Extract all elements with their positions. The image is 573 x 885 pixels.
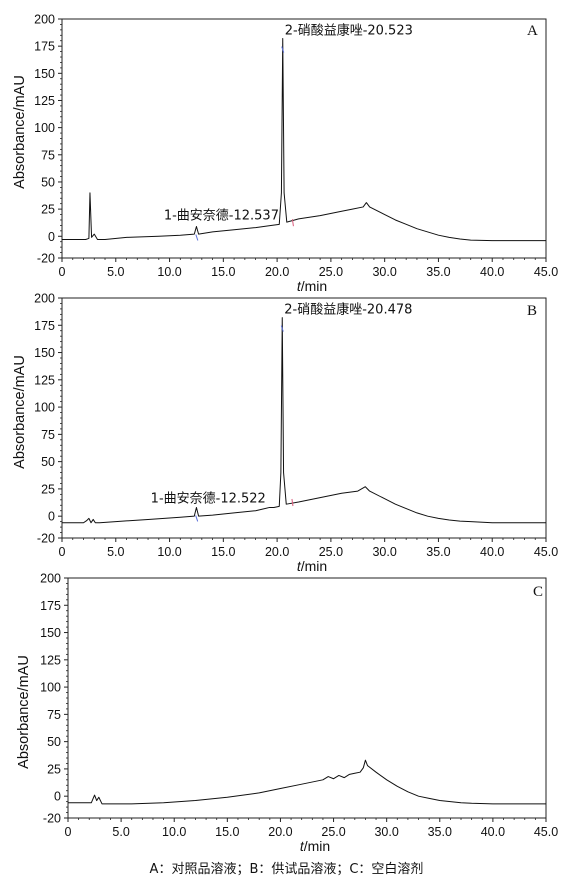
y-tick-label: 25 [41,203,55,217]
y-tick-label: 125 [34,94,55,108]
y-tick-label: 175 [34,40,55,54]
x-axis-label: t/min [300,838,330,854]
y-tick-label: 25 [47,762,61,776]
figure-caption: A：对照品溶液；B：供试品溶液；C：空白溶剂 [149,862,424,877]
x-tick-label: 45.0 [534,545,558,559]
peak-end-marker [291,498,294,507]
y-axis-label: Absorbance/mAU [16,655,32,769]
y-tick-label: 100 [34,401,55,415]
peak-label: 1-曲安奈德-12.522 [151,491,266,506]
x-tick-label: 30.0 [372,545,396,559]
peak-end-marker [291,219,294,227]
chromatogram-trace [68,759,546,805]
y-tick-label: 50 [41,175,55,189]
x-tick-label: 35.0 [426,545,450,559]
chart-panel-c: 200 175 150 125 100 75 50 25 0 -20 0 5.0 10.0 15.0 20.… [16,572,558,855]
peak-label: 2-硝酸益康唑-20.478 [284,302,412,318]
peak-start-marker [195,515,199,522]
x-tick-label: 0 [59,265,66,279]
x-tick-label: 25.0 [319,545,343,559]
y-tick-label: 75 [41,148,55,162]
panel-letter: C [533,584,543,600]
panel-letter: B [527,303,537,319]
y-tick-label: 100 [34,121,55,135]
x-tick-label: 40.0 [480,545,504,559]
y-tick-label: -20 [37,252,55,266]
x-tick-label: 40.0 [480,265,504,279]
x-tick-label: 25.0 [319,265,343,279]
x-tick-label: 25.0 [321,825,345,839]
chromatogram-trace [62,38,546,242]
y-tick-label: -20 [43,812,61,826]
x-tick-label: 15.0 [211,545,235,559]
y-tick-label: 0 [54,790,61,804]
x-tick-label: 35.0 [428,825,452,839]
peak-label: 1-曲安奈德-12.537 [164,208,279,223]
y-tick-label: 175 [34,319,55,333]
y-tick-label: 25 [41,482,55,496]
plot-frame [61,297,547,539]
x-tick-label: 15.0 [215,825,239,839]
x-tick-label: 5.0 [107,265,124,279]
y-axis-label: Absorbance/mAU [12,355,28,469]
y-tick-label: 150 [34,346,55,360]
x-axis-label: t/min [297,278,327,294]
chromatogram-trace [62,317,546,524]
y-tick-label: 200 [34,292,55,306]
y-tick-label: 200 [34,13,55,27]
x-tick-label: 15.0 [211,265,235,279]
y-tick-label: -20 [37,532,55,546]
y-tick-label: 125 [40,653,61,667]
x-tick-label: 20.0 [268,825,292,839]
y-tick-label: 0 [48,510,55,524]
plot-frame [61,18,547,259]
y-tick-label: 150 [40,626,61,640]
x-tick-label: 0 [59,545,66,559]
x-tick-label: 10.0 [162,825,186,839]
x-tick-label: 20.0 [265,545,289,559]
peak-start-marker [281,46,285,53]
x-tick-label: 30.0 [374,825,398,839]
x-tick-label: 30.0 [372,265,396,279]
x-tick-label: 0 [65,825,72,839]
x-tick-label: 45.0 [534,265,558,279]
x-axis-label: t/min [297,558,327,574]
y-tick-label: 150 [34,67,55,81]
y-tick-label: 75 [41,428,55,442]
x-tick-label: 10.0 [157,545,181,559]
x-tick-label: 10.0 [157,265,181,279]
x-tick-label: 35.0 [426,265,450,279]
peak-label: 2-硝酸益康唑-20.523 [285,23,413,39]
peak-start-marker [280,325,284,332]
chart-panel-a: 200 175 150 125 100 75 50 25 0 -20 0 5.0 10.0 15.0 20.… [12,13,558,295]
y-tick-label: 125 [34,373,55,387]
y-tick-label: 0 [48,230,55,244]
chart-panel-b: 200 175 150 125 100 75 50 25 0 -20 0 5.0 10.0 15.0 20.… [12,292,558,575]
x-tick-label: 5.0 [112,825,129,839]
y-tick-label: 50 [47,735,61,749]
y-tick-label: 200 [40,572,61,586]
plot-frame [67,577,547,819]
y-tick-label: 50 [41,455,55,469]
y-tick-label: 175 [40,599,61,613]
x-tick-label: 5.0 [107,545,124,559]
x-tick-label: 45.0 [534,825,558,839]
y-tick-label: 100 [40,681,61,695]
x-tick-label: 40.0 [481,825,505,839]
panel-letter: A [527,23,538,39]
y-axis-label: Absorbance/mAU [12,75,28,189]
y-tick-label: 75 [47,708,61,722]
peak-start-marker [195,234,199,241]
x-tick-label: 20.0 [265,265,289,279]
